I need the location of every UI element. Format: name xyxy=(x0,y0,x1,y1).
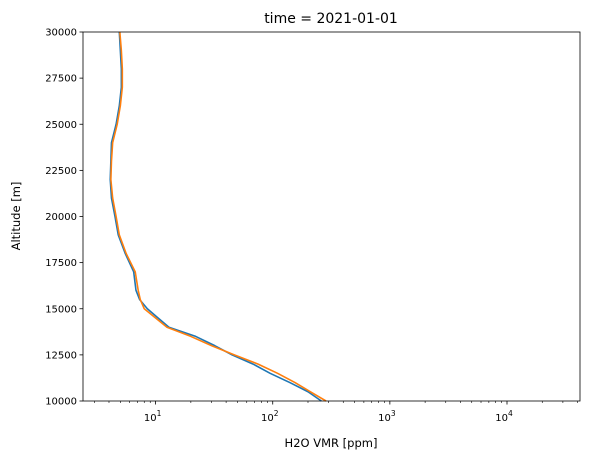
y-tick-label: 25000 xyxy=(45,120,77,131)
y-axis-label: Altitude [m] xyxy=(9,182,23,251)
y-tick-label: 12500 xyxy=(45,350,77,361)
plot-frame xyxy=(82,31,581,402)
series-layer xyxy=(109,31,327,402)
series-line-1 xyxy=(109,31,322,402)
x-tick-label: 101 xyxy=(144,409,162,424)
chart-title: time = 2021-01-01 xyxy=(264,11,398,27)
y-tick-label: 22500 xyxy=(45,166,77,177)
y-tick-label: 27500 xyxy=(45,74,77,85)
ticks-layer: 101 102 103 104 10000 12500 15000 17500 20000 225… xyxy=(45,28,578,424)
y-tick-label: 15000 xyxy=(45,304,77,315)
x-axis-label: H2O VMR [ppm] xyxy=(285,436,378,450)
y-tick-label: 20000 xyxy=(45,212,77,223)
y-tick-label: 17500 xyxy=(45,258,77,269)
y-tick-label: 10000 xyxy=(45,397,77,408)
y-tick-label: 30000 xyxy=(45,28,77,39)
x-tick-label: 103 xyxy=(378,409,396,424)
series-line-2 xyxy=(110,31,327,402)
x-tick-label: 104 xyxy=(495,409,513,424)
x-tick-label: 102 xyxy=(261,409,279,424)
